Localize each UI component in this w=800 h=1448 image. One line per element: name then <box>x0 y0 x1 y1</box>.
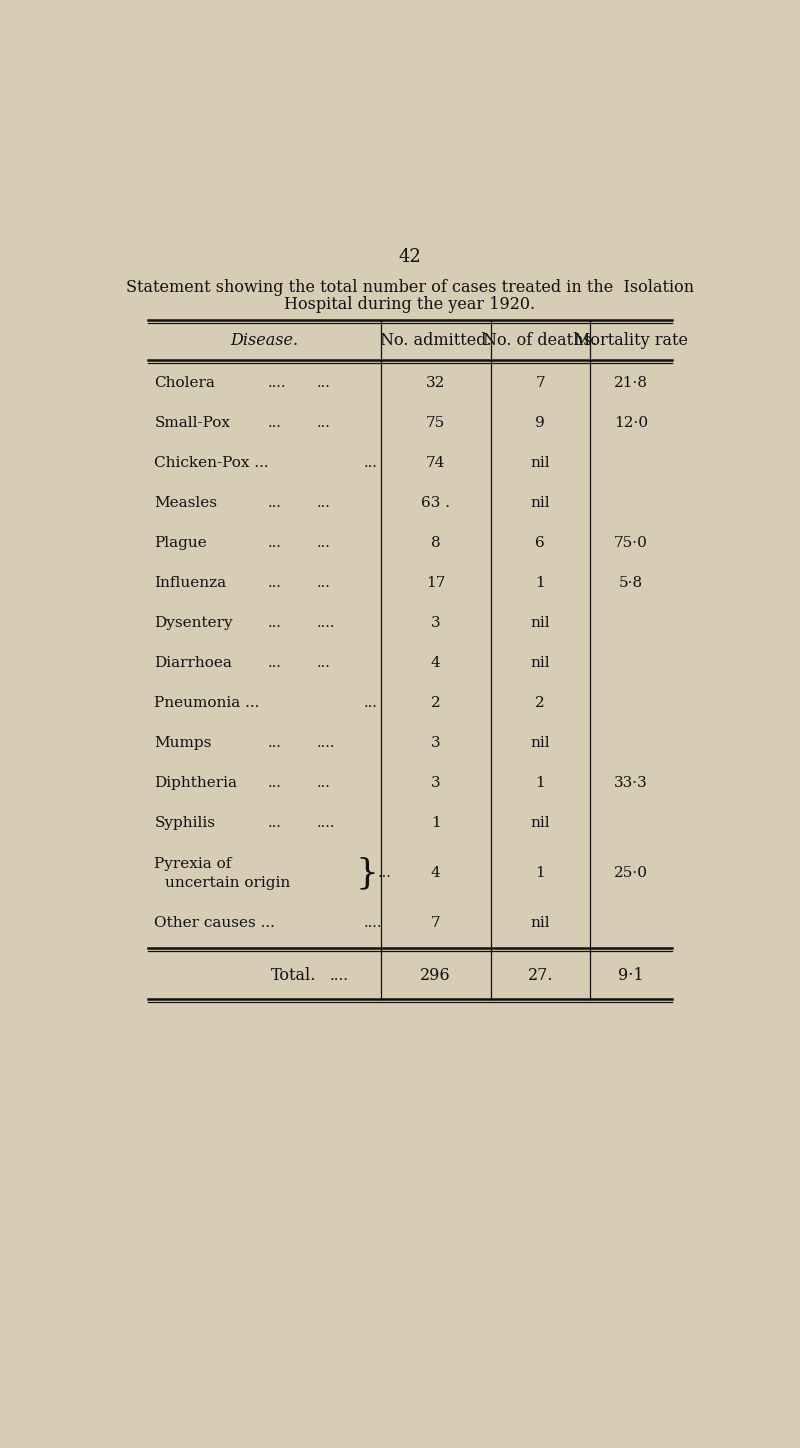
Text: 63 .: 63 . <box>421 495 450 510</box>
Text: 25·0: 25·0 <box>614 866 648 880</box>
Text: ...: ... <box>363 696 378 710</box>
Text: nil: nil <box>530 917 550 931</box>
Text: nil: nil <box>530 495 550 510</box>
Text: ...: ... <box>317 536 331 550</box>
Text: uncertain origin: uncertain origin <box>165 876 290 889</box>
Text: Pyrexia of: Pyrexia of <box>154 857 232 872</box>
Text: ...: ... <box>267 736 282 750</box>
Text: ...: ... <box>317 656 331 670</box>
Text: nil: nil <box>530 656 550 670</box>
Text: 7: 7 <box>535 376 545 390</box>
Text: 75: 75 <box>426 416 445 430</box>
Text: ....: .... <box>317 817 335 830</box>
Text: ...: ... <box>317 495 331 510</box>
Text: ...: ... <box>267 416 282 430</box>
Text: Total.: Total. <box>270 967 316 985</box>
Text: ....: .... <box>363 917 382 931</box>
Text: ...: ... <box>363 456 378 471</box>
Text: nil: nil <box>530 615 550 630</box>
Text: 2: 2 <box>430 696 441 710</box>
Text: 3: 3 <box>430 776 440 791</box>
Text: 5·8: 5·8 <box>619 576 643 589</box>
Text: 12·0: 12·0 <box>614 416 648 430</box>
Text: 42: 42 <box>398 248 422 266</box>
Text: Pneumonia ...: Pneumonia ... <box>154 696 260 710</box>
Text: ...: ... <box>317 576 331 589</box>
Text: ...: ... <box>267 576 282 589</box>
Text: 1: 1 <box>535 576 545 589</box>
Text: ...: ... <box>267 536 282 550</box>
Text: 21·8: 21·8 <box>614 376 648 390</box>
Text: ....: .... <box>267 376 286 390</box>
Text: ...: ... <box>267 776 282 791</box>
Text: ...: ... <box>267 615 282 630</box>
Text: ...: ... <box>317 776 331 791</box>
Text: Diarrhoea: Diarrhoea <box>154 656 232 670</box>
Text: Plague: Plague <box>154 536 207 550</box>
Text: 3: 3 <box>430 736 440 750</box>
Text: Chicken-Pox ...: Chicken-Pox ... <box>154 456 269 471</box>
Text: 74: 74 <box>426 456 446 471</box>
Text: 27.: 27. <box>527 967 553 985</box>
Text: 9·1: 9·1 <box>618 967 644 985</box>
Text: Mumps: Mumps <box>154 736 212 750</box>
Text: 7: 7 <box>430 917 440 931</box>
Text: nil: nil <box>530 736 550 750</box>
Text: 2: 2 <box>535 696 545 710</box>
Text: ....: .... <box>317 615 335 630</box>
Text: Dysentery: Dysentery <box>154 615 233 630</box>
Text: Hospital during the year 1920.: Hospital during the year 1920. <box>285 297 535 313</box>
Text: 4: 4 <box>430 866 441 880</box>
Text: Mortality rate: Mortality rate <box>574 332 688 349</box>
Text: 75·0: 75·0 <box>614 536 648 550</box>
Text: ...: ... <box>267 817 282 830</box>
Text: 6: 6 <box>535 536 545 550</box>
Text: 296: 296 <box>420 967 451 985</box>
Text: 1: 1 <box>535 866 545 880</box>
Text: Diphtheria: Diphtheria <box>154 776 238 791</box>
Text: ....: .... <box>330 969 349 983</box>
Text: nil: nil <box>530 456 550 471</box>
Text: 1: 1 <box>535 776 545 791</box>
Text: nil: nil <box>530 817 550 830</box>
Text: 33·3: 33·3 <box>614 776 648 791</box>
Text: Small-Pox: Small-Pox <box>154 416 230 430</box>
Text: 9: 9 <box>535 416 545 430</box>
Text: Other causes ...: Other causes ... <box>154 917 275 931</box>
Text: 32: 32 <box>426 376 446 390</box>
Text: Measles: Measles <box>154 495 218 510</box>
Text: }: } <box>355 856 378 891</box>
Text: No. admitted.: No. admitted. <box>380 332 491 349</box>
Text: ...: ... <box>378 866 391 880</box>
Text: Statement showing the total number of cases treated in the  Isolation: Statement showing the total number of ca… <box>126 279 694 297</box>
Text: 1: 1 <box>430 817 441 830</box>
Text: ...: ... <box>267 656 282 670</box>
Text: 4: 4 <box>430 656 441 670</box>
Text: Influenza: Influenza <box>154 576 226 589</box>
Text: ....: .... <box>317 736 335 750</box>
Text: 3: 3 <box>430 615 440 630</box>
Text: ...: ... <box>317 376 331 390</box>
Text: 17: 17 <box>426 576 446 589</box>
Text: ...: ... <box>267 495 282 510</box>
Text: ...: ... <box>317 416 331 430</box>
Text: Disease.: Disease. <box>230 332 298 349</box>
Text: Cholera: Cholera <box>154 376 215 390</box>
Text: 8: 8 <box>430 536 440 550</box>
Text: Syphilis: Syphilis <box>154 817 215 830</box>
Text: No. of deaths.: No. of deaths. <box>483 332 597 349</box>
